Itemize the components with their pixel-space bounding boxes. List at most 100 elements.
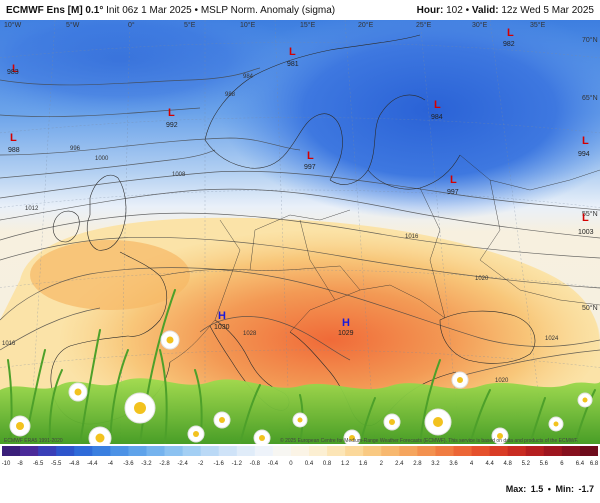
- separator-dot: •: [465, 4, 470, 16]
- colorbar-swatch: [345, 446, 364, 456]
- colorbar-tick-label: 0: [289, 461, 293, 467]
- colorbar-swatch: [38, 446, 57, 456]
- colorbar-tick-label: -0.8: [250, 461, 261, 467]
- colorbar-swatch: [489, 446, 509, 456]
- isobar-label: 1020: [475, 276, 489, 282]
- graticule: [0, 20, 600, 444]
- colorbar-swatch: [128, 446, 147, 456]
- colorbar-swatches: [2, 446, 598, 456]
- isobar-label: 1008: [172, 172, 186, 178]
- isobar-label: 996: [70, 146, 81, 152]
- colorbar-swatch: [164, 446, 184, 456]
- header-right: Hour: 102 • Valid: 12z Wed 5 Mar 2025: [411, 5, 600, 16]
- pressure-value: 983: [7, 69, 19, 76]
- lon-label: 30°E: [472, 21, 488, 29]
- colorbar-swatch: [272, 446, 292, 456]
- pressure-value: 1003: [578, 229, 594, 236]
- colorbar-tick-label: 1.6: [359, 461, 368, 467]
- lon-label: 20°E: [358, 21, 374, 29]
- isobar-label: 984: [243, 74, 254, 80]
- colorbar-tick-label: -1.2: [232, 461, 243, 467]
- colorbar-swatch: [453, 446, 472, 456]
- isobar-label: 1000: [95, 156, 109, 162]
- colorbar-swatch: [507, 446, 527, 456]
- low-pressure-marker: L: [168, 107, 175, 119]
- colorbar-swatch: [2, 446, 21, 456]
- lon-label: 10°E: [240, 21, 256, 29]
- latitude-labels: 70°N 65°N 55°N 50°N: [582, 36, 598, 312]
- map-canvas: 10°W 5°W 0° 5°E 10°E 15°E 20°E 25°E 30°E…: [0, 20, 600, 444]
- pressure-value: 981: [287, 61, 299, 68]
- hour-value: 102: [446, 4, 463, 16]
- colorbar-swatch: [74, 446, 93, 456]
- lon-label: 25°E: [416, 21, 432, 29]
- low-pressure-marker: L: [582, 135, 589, 147]
- lat-label: 50°N: [582, 304, 598, 312]
- low-pressure-marker: L: [582, 212, 589, 224]
- colorbar-swatch: [254, 446, 274, 456]
- pressure-value: 982: [503, 41, 515, 48]
- lat-label: 70°N: [582, 36, 598, 44]
- colorbar-swatch: [110, 446, 129, 456]
- colorbar-swatch: [56, 446, 75, 456]
- colorbar-tick-label: 2.8: [413, 461, 422, 467]
- daisy-flowers: [9, 330, 593, 444]
- pressure-value: 988: [8, 147, 20, 154]
- colorbar-tick-label: 6.8: [590, 461, 598, 467]
- isobar-label: 1024: [545, 336, 559, 342]
- low-pressure-marker: L: [307, 150, 314, 162]
- valid-label: Valid:: [471, 4, 499, 16]
- pressure-value: 997: [447, 189, 459, 196]
- cold-anomaly-area: [220, 20, 600, 220]
- lon-label: 10°W: [4, 21, 22, 29]
- high-pressure-marker: H: [218, 310, 226, 322]
- init-text: Init 06z 1 Mar 2025: [106, 4, 192, 16]
- max-value: 1.5: [530, 484, 544, 494]
- low-pressure-marker: L: [434, 99, 441, 111]
- isobar-labels: 984 988 996 1000 1008 1012 1016 1020 102…: [2, 74, 559, 384]
- pressure-value: 1029: [338, 330, 354, 337]
- chart-header: ECMWF Ens [M] 0.1° Init 06z 1 Mar 2025 •…: [0, 0, 600, 20]
- colorbar-tick-label: -10: [2, 461, 11, 467]
- colorbar-swatch: [218, 446, 238, 456]
- colorbar-tick-label: 3.6: [449, 461, 458, 467]
- colorbar-tick-label: -1.6: [214, 461, 225, 467]
- colorbar-swatch: [435, 446, 454, 456]
- colorbar-tick-label: -4.4: [87, 461, 98, 467]
- lon-label: 0°: [128, 21, 135, 29]
- colorbar-swatch: [561, 446, 581, 456]
- max-label: Max:: [505, 484, 527, 494]
- low-pressure-marker: L: [450, 174, 457, 186]
- colorbar-swatch: [146, 446, 165, 456]
- colorbar-swatch: [309, 446, 328, 456]
- colorbar-tick-label: -5.5: [51, 461, 62, 467]
- colorbar-tick-label: 4: [470, 461, 474, 467]
- lat-label: 65°N: [582, 94, 598, 102]
- pressure-value: 997: [304, 164, 316, 171]
- colorbar-swatch: [525, 446, 545, 456]
- colorbar-tick-label: 5.6: [540, 461, 549, 467]
- colorbar-swatch: [543, 446, 563, 456]
- colorbar-swatch: [579, 446, 598, 456]
- colorbar-tick-label: 4.4: [485, 461, 494, 467]
- colorbar-swatch: [200, 446, 220, 456]
- colorbar-tick-label: 1.2: [341, 461, 350, 467]
- warm-anomaly-area: [30, 240, 190, 310]
- colorbar-tick-label: 0.8: [323, 461, 332, 467]
- min-value: -1.7: [578, 484, 594, 494]
- pressure-centers: L 983 L 981 L 982 L 992 L 984 L 988 L 99…: [7, 27, 594, 337]
- colorbar-tick-label: -4.8: [69, 461, 80, 467]
- colorbar-tick-label: 3.2: [431, 461, 440, 467]
- colorbar-swatch: [20, 446, 39, 456]
- colorbar-labels: -10 -8 -6.5 -5.5 -4.8 -4.4 -4 -3.6 -3.2 -2.8 -2.4 -…: [2, 461, 598, 467]
- min-label: Min:: [555, 484, 574, 494]
- lon-label: 5°W: [66, 21, 80, 29]
- colorbar-tick-label: -8: [17, 461, 23, 467]
- isobar-label: 1016: [405, 234, 419, 240]
- colorbar-swatch: [363, 446, 382, 456]
- colorbar-tick-label: 5.2: [522, 461, 531, 467]
- colorbar-swatch: [92, 446, 111, 456]
- colorbar-swatch: [399, 446, 418, 456]
- lon-label: 35°E: [530, 21, 546, 29]
